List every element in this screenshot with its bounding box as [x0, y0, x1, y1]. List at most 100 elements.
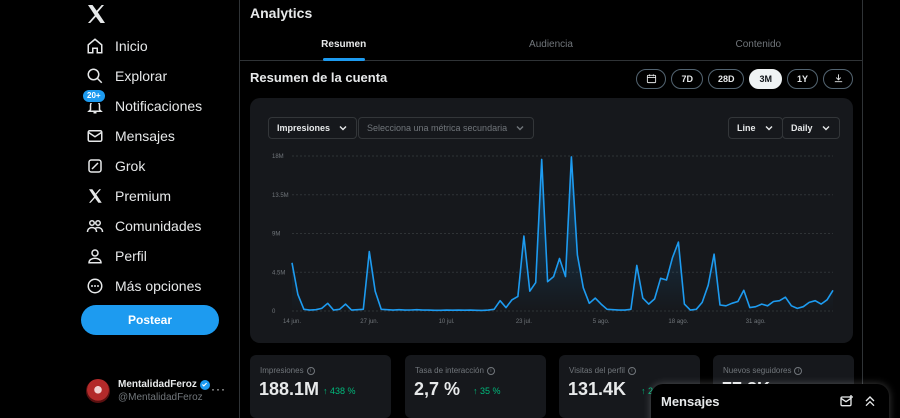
- stat-change: ↑ 438 %: [323, 386, 356, 396]
- stat-value: 131.4K: [568, 379, 627, 399]
- calendar-icon: [646, 73, 657, 86]
- envelope-icon: [84, 125, 106, 147]
- range-selector: 7D 28D 3M 1Y: [636, 69, 853, 89]
- stat-label: Nuevos seguidores: [723, 366, 792, 375]
- sidebar-item-notificaciones[interactable]: 20+ Notificaciones: [82, 89, 203, 121]
- sidebar-item-perfil[interactable]: Perfil: [84, 241, 202, 271]
- x-tick-label: 31 ago.: [746, 319, 766, 325]
- stat-label: Visitas del perfil: [569, 366, 625, 375]
- y-tick-label: 4.5M: [272, 270, 285, 276]
- y-tick-label: 0: [272, 309, 276, 315]
- x-tick-label: 5 ago.: [593, 319, 610, 325]
- tab-resumen[interactable]: Resumen: [240, 30, 447, 61]
- sidebar-item-mas-opciones[interactable]: Más opciones: [84, 271, 202, 301]
- avatar: [86, 379, 110, 403]
- download-icon: [833, 73, 844, 86]
- compose-message-icon[interactable]: [839, 393, 855, 409]
- stat-value: 2,7 %: [414, 379, 461, 399]
- account-more-icon[interactable]: ···: [211, 382, 226, 396]
- calendar-button[interactable]: [636, 69, 667, 89]
- sidebar-item-inicio[interactable]: Inicio: [84, 31, 202, 61]
- account-switcher[interactable]: MentalidadFeroz @MentalidadFeroz ···: [86, 376, 236, 406]
- sidebar-item-label: Perfil: [115, 248, 147, 264]
- x-tick-label: 27 jun.: [360, 319, 378, 325]
- sidebar-item-label: Inicio: [115, 38, 148, 54]
- sidebar-nav: Inicio Explorar 20+ Notificaciones Mensa…: [82, 31, 203, 301]
- chart-type-label: Line: [737, 123, 756, 133]
- sidebar-item-label: Premium: [115, 188, 172, 204]
- y-tick-label: 13.5M: [272, 193, 289, 199]
- stat-label: Impresiones: [260, 366, 304, 375]
- home-icon: [84, 35, 106, 57]
- chevron-down-icon: [822, 126, 830, 131]
- impressions-chart: 0 4.5M 9M 13.5M 18M 14 jun. 27 jun. 10 jul. 23 j…: [272, 154, 834, 325]
- sidebar-item-label: Notificaciones: [115, 98, 203, 114]
- range-1y-button[interactable]: 1Y: [786, 69, 818, 89]
- granularity-label: Daily: [791, 123, 813, 133]
- grok-icon: [84, 155, 106, 177]
- x-tick-label: 18 ago.: [668, 319, 688, 325]
- sidebar-item-label: Comunidades: [115, 218, 202, 234]
- secondary-metric-dropdown[interactable]: Selecciona una métrica secundaria: [358, 117, 535, 139]
- sidebar-item-label: Más opciones: [115, 278, 202, 294]
- range-3m-button[interactable]: 3M: [749, 69, 782, 89]
- search-icon: [84, 65, 106, 87]
- series-area: [292, 156, 833, 311]
- tab-audiencia[interactable]: Audiencia: [529, 39, 573, 50]
- sidebar-item-explorar[interactable]: Explorar: [84, 61, 202, 91]
- messages-drawer[interactable]: Mensajes: [651, 384, 889, 418]
- primary-metric-label: Impresiones: [277, 123, 331, 133]
- chevron-down-icon: [516, 126, 524, 131]
- primary-metric-dropdown[interactable]: Impresiones: [268, 117, 358, 139]
- notification-badge: 20+: [82, 89, 106, 103]
- verified-badge-icon: [199, 379, 210, 390]
- expand-up-icon[interactable]: [862, 393, 878, 409]
- info-icon: i: [306, 366, 315, 375]
- sidebar-item-label: Mensajes: [115, 128, 175, 144]
- more-circle-icon: [84, 275, 106, 297]
- x-logo-icon[interactable]: [84, 2, 108, 26]
- analytics-tabs: Resumen Audiencia Contenido: [240, 30, 862, 61]
- person-icon: [84, 245, 106, 267]
- stat-card-tasa-interaccion[interactable]: Tasa de interacción i 2,7 % ↑ 35 %: [405, 355, 546, 418]
- y-tick-label: 9M: [272, 232, 280, 238]
- sidebar-item-premium[interactable]: Premium: [84, 181, 202, 211]
- stat-card-impresiones[interactable]: Impresiones i 188.1M ↑ 438 %: [250, 355, 391, 418]
- communities-icon: [84, 215, 106, 237]
- info-icon: i: [794, 366, 803, 375]
- secondary-metric-label: Selecciona una métrica secundaria: [367, 123, 508, 133]
- page-title: Analytics: [250, 5, 313, 21]
- stat-label: Tasa de interacción: [415, 366, 484, 375]
- post-button[interactable]: Postear: [81, 305, 219, 335]
- x-tick-label: 14 jun.: [283, 319, 301, 325]
- download-button[interactable]: [823, 69, 853, 89]
- range-7d-button[interactable]: 7D: [671, 69, 703, 89]
- sidebar-item-comunidades[interactable]: Comunidades: [84, 211, 202, 241]
- main-column: Analytics Resumen Audiencia Contenido Re…: [239, 0, 863, 418]
- x-tick-label: 10 jul.: [439, 319, 455, 325]
- account-name: MentalidadFeroz: [118, 379, 197, 390]
- series-line-impresiones[interactable]: [291, 156, 834, 312]
- info-icon: i: [486, 366, 495, 375]
- info-icon: i: [627, 366, 636, 375]
- tab-contenido[interactable]: Contenido: [735, 39, 782, 50]
- chevron-down-icon: [765, 126, 773, 131]
- chart-card: Impresiones Selecciona una métrica secun…: [250, 98, 853, 343]
- granularity-dropdown[interactable]: Daily: [782, 117, 840, 139]
- x-tick-label: 23 jul.: [516, 319, 532, 325]
- y-tick-label: 18M: [272, 154, 284, 160]
- account-handle: @MentalidadFeroz: [118, 392, 203, 403]
- bell-icon: 20+: [82, 89, 106, 117]
- messages-drawer-title: Mensajes: [661, 394, 720, 409]
- sidebar-item-label: Grok: [115, 158, 146, 174]
- section-title: Resumen de la cuenta: [250, 70, 388, 85]
- sidebar-item-label: Explorar: [115, 68, 168, 84]
- stat-change: ↑ 35 %: [473, 386, 501, 396]
- sidebar-item-mensajes[interactable]: Mensajes: [84, 121, 202, 151]
- sidebar-item-grok[interactable]: Grok: [84, 151, 202, 181]
- stat-value: 188.1M: [259, 379, 320, 399]
- stat-change: ↑ 20: [641, 386, 659, 396]
- range-28d-button[interactable]: 28D: [707, 69, 745, 89]
- x-premium-icon: [84, 185, 106, 207]
- chevron-down-icon: [339, 126, 347, 131]
